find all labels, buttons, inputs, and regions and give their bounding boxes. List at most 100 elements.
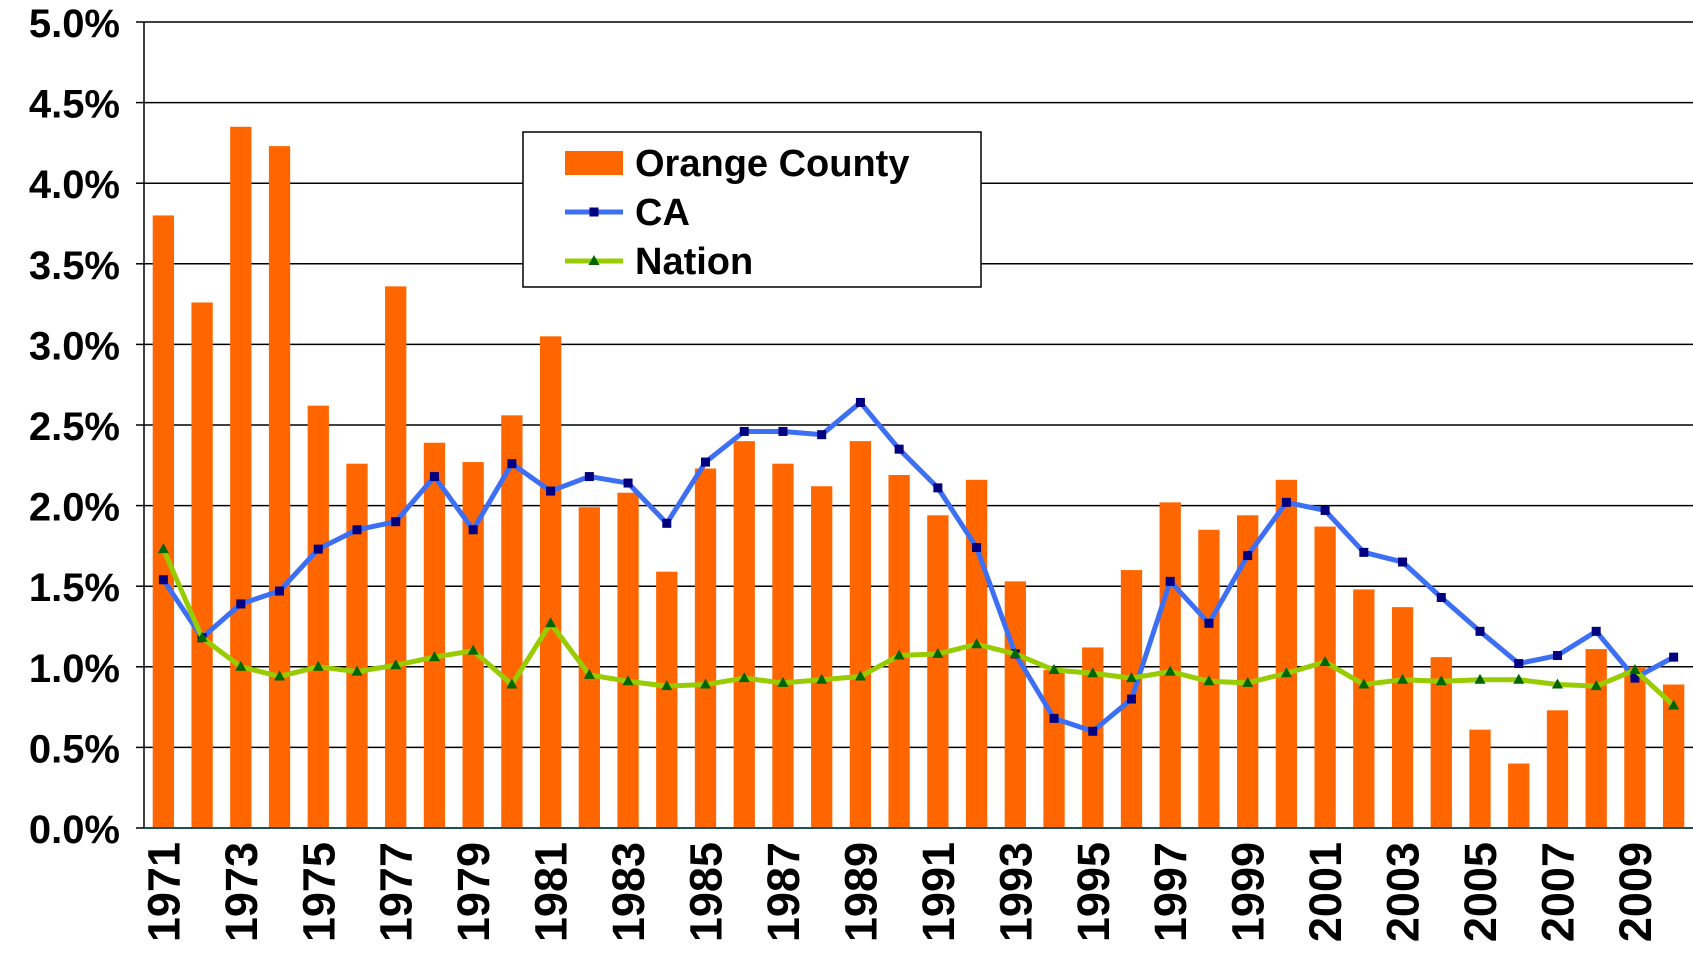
bar bbox=[307, 405, 329, 828]
marker bbox=[1125, 672, 1137, 683]
legend-label: CA bbox=[635, 192, 690, 234]
marker bbox=[854, 670, 866, 681]
y-tick-label: 1.0% bbox=[29, 647, 120, 691]
marker bbox=[1280, 667, 1292, 678]
marker bbox=[1552, 651, 1562, 661]
line bbox=[161, 548, 1676, 708]
bar bbox=[694, 468, 717, 828]
bar bbox=[230, 126, 252, 828]
marker bbox=[507, 459, 517, 469]
marker bbox=[428, 651, 440, 662]
marker bbox=[1475, 626, 1485, 636]
marker bbox=[1590, 680, 1602, 691]
bar bbox=[1469, 729, 1491, 828]
marker bbox=[583, 668, 595, 679]
x-tick-label: 1973 bbox=[216, 842, 267, 942]
marker bbox=[157, 543, 169, 554]
marker bbox=[1049, 713, 1059, 723]
line bbox=[161, 399, 1675, 734]
y-tick-label: 2.0% bbox=[29, 486, 120, 530]
marker bbox=[275, 586, 285, 596]
marker bbox=[739, 426, 749, 436]
marker bbox=[662, 518, 672, 528]
bar bbox=[1237, 515, 1259, 828]
bar bbox=[1353, 589, 1375, 828]
bar bbox=[1159, 502, 1181, 828]
bar bbox=[539, 336, 562, 828]
marker bbox=[622, 675, 634, 686]
marker bbox=[468, 525, 478, 535]
bar bbox=[656, 571, 678, 828]
marker bbox=[1514, 659, 1524, 669]
marker bbox=[1087, 667, 1099, 678]
marker bbox=[1165, 576, 1175, 586]
legend-label: Nation bbox=[635, 241, 753, 283]
x-tick-label: 2007 bbox=[1532, 842, 1583, 942]
bar bbox=[811, 486, 833, 828]
marker bbox=[816, 673, 828, 684]
x-tick-label: 1985 bbox=[681, 842, 732, 942]
marker bbox=[1669, 652, 1679, 662]
bar bbox=[346, 463, 368, 828]
marker bbox=[467, 644, 479, 655]
marker bbox=[1668, 699, 1680, 710]
marker bbox=[971, 638, 983, 649]
marker bbox=[1397, 673, 1409, 684]
bar bbox=[191, 302, 213, 828]
marker bbox=[1009, 647, 1021, 658]
marker bbox=[546, 486, 556, 496]
legend: Orange County CA Nation bbox=[522, 131, 982, 288]
x-tick-label: 1997 bbox=[1145, 842, 1196, 942]
x-tick-label: 1989 bbox=[835, 842, 886, 942]
marker bbox=[933, 483, 943, 493]
x-tick-label: 1995 bbox=[1068, 842, 1119, 942]
marker bbox=[429, 472, 439, 482]
x-tick-label: 1981 bbox=[526, 842, 577, 942]
marker bbox=[584, 472, 594, 482]
bar bbox=[423, 442, 446, 828]
marker bbox=[1243, 551, 1253, 561]
x-tick-label: 1991 bbox=[913, 842, 964, 942]
bar bbox=[927, 515, 949, 828]
x-tick-label: 2005 bbox=[1455, 842, 1506, 942]
marker bbox=[738, 672, 750, 683]
marker bbox=[196, 631, 208, 642]
marker bbox=[158, 575, 168, 585]
bar bbox=[1508, 763, 1530, 828]
y-tick-label: 3.0% bbox=[29, 324, 120, 368]
y-tick-label: 0.0% bbox=[29, 808, 120, 852]
marker bbox=[235, 660, 247, 671]
bar bbox=[1275, 479, 1298, 828]
marker bbox=[1435, 675, 1447, 686]
bar bbox=[501, 415, 523, 828]
marker bbox=[1088, 726, 1098, 736]
marker bbox=[1203, 675, 1215, 686]
y-tick-label: 3.5% bbox=[29, 244, 120, 288]
marker bbox=[391, 517, 401, 527]
x-tick-label: 1993 bbox=[990, 842, 1041, 942]
marker bbox=[274, 670, 286, 681]
marker bbox=[1629, 664, 1641, 675]
bar bbox=[1662, 684, 1685, 828]
marker bbox=[312, 660, 324, 671]
marker bbox=[894, 444, 904, 454]
marker bbox=[1513, 673, 1525, 684]
x-tick-label: 1987 bbox=[758, 842, 809, 942]
bar bbox=[1624, 666, 1646, 828]
bar bbox=[385, 286, 407, 828]
marker bbox=[1320, 505, 1330, 515]
bar bbox=[1585, 649, 1607, 828]
bar bbox=[578, 507, 600, 828]
bar bbox=[268, 146, 291, 828]
marker bbox=[661, 680, 673, 691]
y-tick-label: 2.5% bbox=[29, 405, 120, 449]
marker bbox=[1474, 673, 1486, 684]
marker bbox=[932, 647, 944, 658]
marker bbox=[1204, 618, 1214, 628]
marker bbox=[313, 544, 323, 554]
marker bbox=[545, 617, 557, 628]
marker bbox=[700, 678, 712, 689]
bar bbox=[849, 441, 872, 828]
marker bbox=[855, 397, 865, 407]
